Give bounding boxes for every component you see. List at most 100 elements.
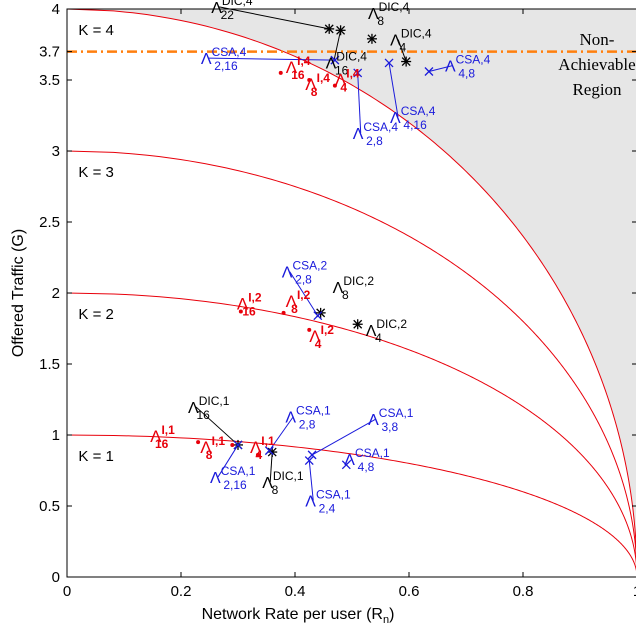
csa-csa-1-2-4-marker (304, 456, 314, 466)
x-axis-title: Network Rate per user (Rn) (202, 606, 395, 626)
csa-csa-2-2-8-label-sub: 2,8 (295, 273, 312, 287)
dic-dic-1-8-label-sup: DIC,1 (273, 469, 304, 483)
dic-dic-2-4-label-sub: 4 (375, 331, 382, 345)
dic-dic-4-16-marker-stroke (336, 25, 346, 35)
dic-dic-1-16-leader (195, 406, 239, 446)
csa-csa-4-4-16-label-base: Λ (390, 110, 401, 127)
csa-csa-4-4-16-label-sub: 4,16 (403, 118, 427, 132)
csa-csa-4-2-8-leader (357, 72, 362, 133)
idealized-i-2-16-label-sub: 16 (242, 304, 256, 318)
csa-csa-1-2-4-marker-stroke (304, 456, 314, 466)
idealized-i-2-8-label: ΛI,2 8 (286, 288, 311, 316)
csa-csa-1-2-16-leader (217, 444, 239, 478)
csa-csa-4-4-16-leader (388, 62, 399, 118)
csa-csa-4-4-8-label-sup: CSA,4 (456, 52, 491, 66)
csa-csa-4-2-8-label-sub: 2,8 (366, 134, 383, 148)
dic-dic-4-4-label-sup: DIC,4 (401, 27, 432, 41)
dic-dic-2-4-label: ΛDIC,2 4 (366, 317, 408, 345)
csa-csa-4-2-8-marker (353, 68, 363, 78)
idealized-i-1-8-label: ΛI,1 8 (200, 434, 225, 462)
dic-dic-2-4-marker (352, 319, 363, 330)
dic-dic-2-4-label-base: Λ (366, 323, 377, 340)
csa-csa-1-2-4-label-sub: 2,4 (319, 502, 336, 516)
idealized-i-1-16-label: ΛI,1 16 (150, 423, 175, 451)
idealized-i-1-4-label-base: Λ (250, 438, 262, 457)
y-tick-label: 1.5 (39, 356, 60, 373)
csa-csa-2-2-8-label-base: Λ (282, 265, 293, 282)
csa-csa-2-2-8-marker (313, 311, 323, 321)
csa-csa-1-2-4-label-base: Λ (305, 494, 316, 511)
capacity-curve-k3 (67, 150, 636, 560)
csa-csa-1-2-8-label: ΛCSA,1 2,8 (285, 404, 331, 432)
markers-layer (196, 23, 434, 470)
y-tick-label: 3 (52, 143, 60, 160)
dic-dic-1-8-label-sub: 8 (272, 483, 279, 497)
idealized-i-1-4-label-sub: 4 (255, 448, 262, 462)
dic-dic-4-22-label-base: Λ (211, 0, 222, 17)
non-achievable-region (67, 9, 636, 544)
capacity-curves-layer (67, 9, 636, 572)
csa-csa-4-4-8-label-sub: 4,8 (458, 66, 475, 80)
dic-dic-1-8-marker-stroke (267, 447, 277, 457)
y-tick-label: 4 (52, 1, 60, 18)
x-axis-title-close: ) (389, 606, 394, 623)
k-label-3: K = 3 (78, 164, 113, 181)
csa-csa-4-4-8-label: ΛCSA,4 4,8 (445, 52, 491, 80)
csa-csa-1-3-8-label: ΛCSA,1 3,8 (368, 406, 414, 434)
dic-dic-4-16-label-sup: DIC,4 (336, 49, 367, 63)
dic-dic-4-16-label-sub: 16 (335, 63, 349, 77)
dic-dic-4-16-leader (333, 30, 342, 63)
dic-dic-1-8-label: ΛDIC,1 8 (262, 469, 304, 497)
idealized-i-4-8-marker (307, 78, 312, 82)
idealized-i-4-4-label-sub: 4 (340, 81, 347, 95)
dic-dic-4-4-marker-stroke (401, 57, 411, 66)
csa-csa-1-3-8-leader (311, 418, 377, 456)
idealized-i-4-16-marker (278, 70, 283, 75)
csa-csa-2-2-8-label-sup: CSA,2 (292, 259, 327, 273)
y-tick-label: 3.5 (39, 72, 60, 89)
csa-csa-1-4-8-label-sub: 4,8 (358, 460, 375, 474)
csa-csa-1-2-16-marker (233, 440, 243, 450)
idealized-i-2-16-label-sup: I,2 (248, 290, 262, 304)
dic-dic-4-4-marker (401, 56, 412, 67)
x-tick-label: 0.8 (513, 583, 534, 600)
dic-dic-4-8-label-sub: 8 (377, 14, 384, 28)
csa-csa-4-2-16-label-sub: 2,16 (214, 59, 238, 73)
idealized-i-1-8-label-sup: I,1 (212, 434, 226, 448)
csa-csa-1-2-4-label-sup: CSA,1 (316, 488, 351, 502)
csa-csa-4-2-16-marker-stroke (330, 55, 340, 65)
idealized-i-4-4-label-base: Λ (335, 71, 347, 90)
dic-dic-4-8-label: ΛDIC,4 8 (368, 0, 410, 28)
idealized-i-4-16-label-sub: 16 (291, 68, 305, 82)
dic-dic-4-4-label-sub: 4 (400, 41, 407, 55)
idealized-i-2-8-label-base: Λ (286, 292, 298, 311)
y-tick-label: 2.5 (39, 214, 60, 231)
csa-csa-1-2-8-label-sub: 2,8 (299, 418, 316, 432)
x-tick-label: 0.2 (171, 583, 192, 600)
dic-dic-1-8-label-base: Λ (262, 475, 273, 492)
dic-dic-2-4-marker-stroke (353, 319, 363, 329)
x-tick-label: 0.6 (399, 583, 420, 600)
axis-ticks-layer: 0 0.2 0.4 0.6 0.8 1 0 0.5 1 1.5 2 2.5 3 3.5 3.7 4 (39, 1, 636, 600)
dic-dic-4-22-leader (219, 6, 330, 30)
dic-dic-4-22-label: ΛDIC,4 22 (211, 0, 253, 22)
dic-dic-4-16-label: ΛDIC,4 16 (326, 49, 368, 77)
idealized-i-2-4-marker (307, 327, 312, 332)
dic-dic-4-8-marker-stroke (367, 34, 377, 44)
y-tick-label: 1 (52, 427, 60, 444)
csa-csa-1-2-8-marker-stroke (264, 446, 274, 456)
k-labels-layer: K = 1 K = 2 K = 3 K = 4 (78, 22, 113, 465)
csa-csa-1-4-8-marker (341, 460, 351, 470)
csa-csa-4-2-16-label-sup: CSA,4 (212, 45, 247, 59)
dic-dic-4-8-label-sup: DIC,4 (379, 0, 410, 14)
dic-dic-4-8-marker (366, 33, 377, 44)
region-label-line: Achievable (558, 55, 635, 74)
dic-dic-4-4-label: ΛDIC,4 4 (390, 27, 432, 55)
csa-csa-1-4-8-label: ΛCSA,1 4,8 (344, 446, 390, 474)
dic-dic-4-22-label-sub: 22 (221, 8, 235, 22)
csa-csa-1-2-8-label-base: Λ (285, 410, 296, 427)
csa-csa-4-2-8-label-base: Λ (353, 126, 364, 143)
csa-csa-1-2-16-label-sup: CSA,1 (221, 464, 256, 478)
csa-csa-4-2-8-label: ΛCSA,4 2,8 (353, 120, 399, 148)
dic-dic-4-16-label-base: Λ (326, 55, 337, 72)
